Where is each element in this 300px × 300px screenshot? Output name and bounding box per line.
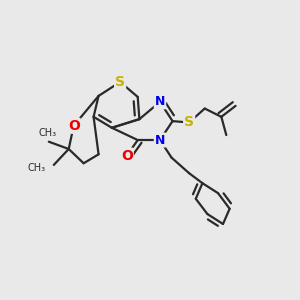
Text: S: S: [184, 116, 194, 130]
Text: O: O: [68, 119, 80, 133]
Text: O: O: [121, 148, 133, 163]
Text: S: S: [115, 75, 125, 89]
Text: N: N: [155, 95, 165, 108]
Text: N: N: [155, 134, 165, 146]
Text: CH₃: CH₃: [38, 128, 56, 138]
Text: CH₃: CH₃: [27, 163, 46, 172]
